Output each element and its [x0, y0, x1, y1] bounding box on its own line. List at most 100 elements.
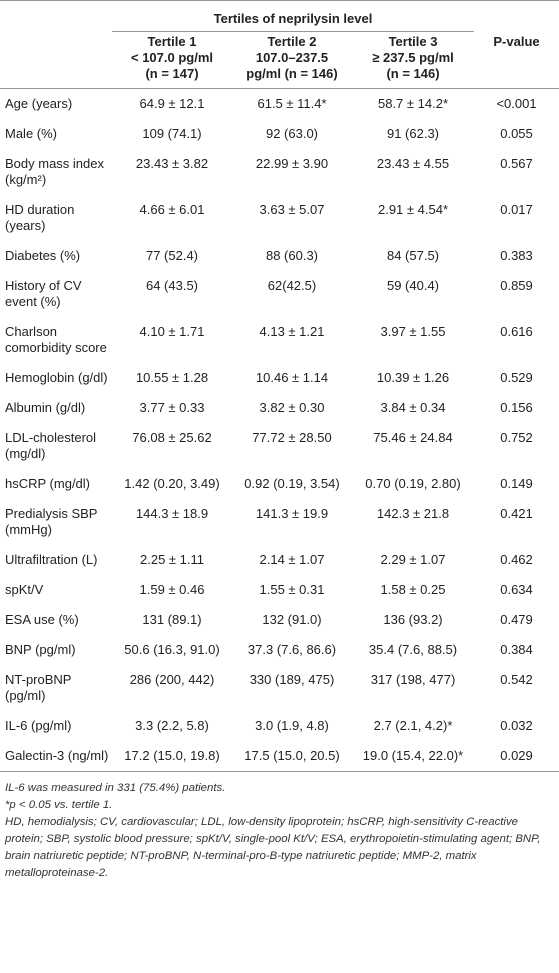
row-label: spKt/V [5, 582, 44, 597]
row-label: Diabetes (%) [5, 248, 81, 263]
cell: 17.2 (15.0, 19.8) [112, 741, 232, 772]
cell: 0.529 [500, 370, 533, 385]
cell: 330 (189, 475) [249, 672, 335, 687]
cell: 64.9 ± 12.1 [139, 96, 205, 111]
cell: <0.001 [496, 96, 537, 111]
table-row: Diabetes (%) 77 (52.4) 88 (60.3) 84 (57.5) 0… [0, 241, 559, 271]
table-row: Hemoglobin (g/dl) 10.55 ± 1.28 10.46 ± 1.1… [0, 363, 559, 393]
table-header: Tertiles of neprilysin level Tertile 1 < … [0, 0, 559, 89]
cell: 0.567 [500, 156, 533, 171]
footnote: *p < 0.05 vs. tertile 1. [5, 799, 113, 811]
row-label: Ultrafiltration (L) [5, 552, 98, 567]
cell: 22.99 ± 3.90 [255, 156, 329, 171]
cell: 131 (89.1) [142, 612, 202, 627]
row-label: Body mass index (kg/m²) [5, 156, 104, 187]
cell: 109 (74.1) [142, 126, 202, 141]
blank [0, 0, 112, 32]
header-line: Tertile 1 [147, 34, 197, 49]
blank [474, 0, 559, 32]
table-row: HD duration (years) 4.66 ± 6.01 3.63 ± 5.0… [0, 195, 559, 241]
cell: 50.6 (16.3, 91.0) [124, 642, 220, 657]
row-label: Hemoglobin (g/dl) [5, 370, 108, 385]
row-label: Male (%) [5, 126, 58, 141]
table-row: Galectin-3 (ng/ml) 17.2 (15.0, 19.8) 17.5 … [0, 741, 559, 772]
cell: 142.3 ± 21.8 [376, 506, 450, 521]
cell: 88 (60.3) [265, 248, 319, 263]
cell: 23.43 ± 3.82 [135, 156, 209, 171]
cell: 37.3 (7.6, 86.6) [247, 642, 337, 657]
cell: 4.10 ± 1.71 [139, 324, 205, 339]
cell: 0.055 [500, 126, 533, 141]
header-line: (n = 146) [386, 66, 440, 81]
row-label: BNP (pg/ml) [5, 642, 76, 657]
row-label: Albumin (g/dl) [5, 400, 86, 415]
cell: 0.421 [500, 506, 533, 521]
cell: 84 (57.5) [386, 248, 440, 263]
row-label: hsCRP (mg/dl) [5, 476, 91, 491]
cell: 23.43 ± 4.55 [376, 156, 450, 171]
cell: 64 (43.5) [145, 278, 199, 293]
column-header: Tertile 2 107.0–237.5 pg/ml (n = 146) [232, 31, 352, 89]
header-line: Tertile 3 [388, 34, 438, 49]
row-label: HD duration (years) [5, 202, 75, 233]
cell: 3.84 ± 0.34 [380, 400, 446, 415]
column-header: Tertile 3 ≥ 237.5 pg/ml (n = 146) [352, 31, 475, 89]
cell: 0.859 [500, 278, 533, 293]
cell: 0.92 (0.19, 3.54) [244, 476, 340, 491]
table-row: IL-6 (pg/ml) 3.3 (2.2, 5.8) 3.0 (1.9, 4.8)… [0, 711, 559, 741]
cell: 286 (200, 442) [129, 672, 215, 687]
header-line: Tertile 2 [267, 34, 317, 49]
cell: 2.25 ± 1.11 [140, 552, 204, 567]
table-row: Predialysis SBP (mmHg) 144.3 ± 18.9 141.3 … [0, 499, 559, 545]
cell: 0.384 [500, 642, 533, 657]
footnotes: IL-6 was measured in 331 (75.4%) patient… [0, 772, 559, 882]
cell: 0.383 [500, 248, 533, 263]
cell: 4.13 ± 1.21 [259, 324, 325, 339]
cell: 3.63 ± 5.07 [259, 202, 325, 217]
cell: 17.5 (15.0, 20.5) [232, 741, 352, 772]
cell: 62(42.5) [267, 278, 317, 293]
cell: 0.149 [500, 476, 533, 491]
cell: 0.156 [500, 400, 533, 415]
cell: 10.39 ± 1.26 [376, 370, 450, 385]
table-row: Body mass index (kg/m²) 23.43 ± 3.82 22.99… [0, 149, 559, 195]
row-label: LDL-cholesterol (mg/dl) [5, 430, 97, 461]
column-header: Tertile 1 < 107.0 pg/ml (n = 147) [112, 31, 232, 89]
table-row: BNP (pg/ml) 50.6 (16.3, 91.0) 37.3 (7.6, 8… [0, 635, 559, 665]
row-label: History of CV event (%) [5, 278, 82, 309]
column-header: P-value [474, 31, 559, 89]
table-row: Ultrafiltration (L) 2.25 ± 1.11 2.14 ± 1.0… [0, 545, 559, 575]
cell: 1.58 ± 0.25 [380, 582, 446, 597]
header-line: < 107.0 pg/ml [130, 50, 213, 65]
cell: 141.3 ± 19.9 [255, 506, 329, 521]
row-label: IL-6 (pg/ml) [5, 718, 72, 733]
cell: 35.4 (7.6, 88.5) [368, 642, 458, 657]
spanner: Tertiles of neprilysin level [112, 0, 475, 32]
cell: 0.634 [500, 582, 533, 597]
row-label: NT-proBNP (pg/ml) [5, 672, 72, 703]
cell: 144.3 ± 18.9 [135, 506, 209, 521]
cell: 77 (52.4) [145, 248, 199, 263]
row-label: Predialysis SBP (mmHg) [5, 506, 98, 537]
cell: 4.66 ± 6.01 [139, 202, 205, 217]
cell: 0.542 [500, 672, 533, 687]
cell: 0.616 [500, 324, 533, 339]
footnote: IL-6 was measured in 331 (75.4%) patient… [5, 782, 226, 794]
cell: 19.0 (15.4, 22.0)* [352, 741, 475, 772]
page: Tertiles of neprilysin level Tertile 1 < … [0, 0, 559, 882]
cell: 2.91 ± 4.54* [377, 202, 449, 217]
data-table: Tertiles of neprilysin level Tertile 1 < … [0, 0, 559, 772]
cell: 1.55 ± 0.31 [259, 582, 325, 597]
cell: 0.70 (0.19, 2.80) [365, 476, 461, 491]
cell: 0.017 [500, 202, 533, 217]
cell: 3.97 ± 1.55 [380, 324, 446, 339]
header-row: Tertile 1 < 107.0 pg/ml (n = 147) Tertile 2… [0, 31, 559, 89]
row-label: ESA use (%) [5, 612, 79, 627]
cell: 0.479 [500, 612, 533, 627]
row-label: Galectin-3 (ng/ml) [0, 741, 112, 772]
cell: 1.42 (0.20, 3.49) [124, 476, 220, 491]
cell: 75.46 ± 24.84 [373, 430, 453, 445]
cell: 3.3 (2.2, 5.8) [135, 718, 209, 733]
footnote: HD, hemodialysis; CV, cardiovascular; LD… [5, 816, 541, 879]
row-label: Age (years) [5, 96, 73, 111]
